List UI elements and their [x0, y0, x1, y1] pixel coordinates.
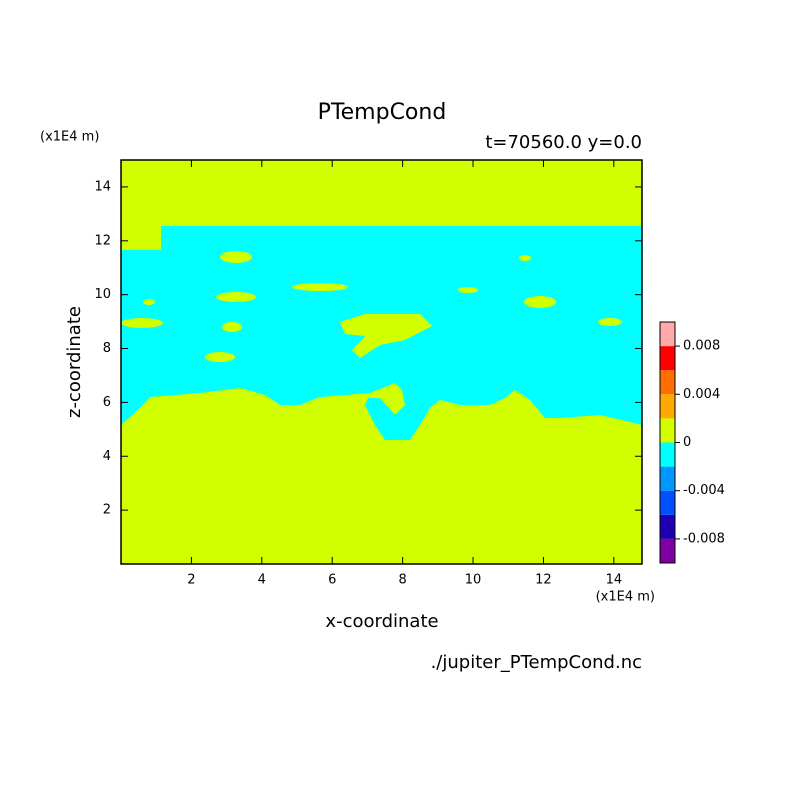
- level-region: [160, 215, 642, 221]
- contour-field: [121, 160, 642, 564]
- level-region: [121, 318, 163, 328]
- level-region: [143, 299, 155, 305]
- source-label: ./jupiter_PTempCond.nc: [431, 652, 642, 673]
- x-tick-label: 2: [187, 573, 195, 588]
- level-region: [205, 352, 235, 362]
- subtitle: t=70560.0 y=0.0: [485, 132, 642, 153]
- x-tick-label: 4: [258, 573, 266, 588]
- colorbar-band: [660, 490, 675, 515]
- chart-title: PTempCond: [318, 100, 447, 125]
- colorbar-tick-label: -0.008: [683, 531, 725, 546]
- level-region: [121, 224, 161, 250]
- x-tick-label: 12: [535, 573, 552, 588]
- colorbar-band: [660, 346, 675, 371]
- level-region: [292, 283, 348, 291]
- y-tick-label: 2: [103, 503, 111, 518]
- y-axis-label: z-coordinate: [64, 306, 85, 418]
- y-tick-label: 6: [103, 395, 111, 410]
- islands: [121, 215, 642, 362]
- plot-frame: [120, 159, 643, 565]
- x-tick-label: 10: [465, 573, 482, 588]
- y-tick-label: 8: [103, 341, 111, 356]
- y-tick-label: 12: [94, 233, 111, 248]
- level-region: [458, 287, 478, 293]
- y-tick-label: 10: [94, 287, 111, 302]
- y-tick-label: 4: [103, 449, 111, 464]
- colorbar-band: [660, 466, 675, 491]
- level-region: [340, 314, 432, 358]
- x-axis-label: x-coordinate: [325, 611, 438, 632]
- x-tick-label: 14: [606, 573, 623, 588]
- colorbar-band: [660, 538, 675, 563]
- colorbar-band: [660, 370, 675, 395]
- level-region: [519, 255, 531, 261]
- colorbar-tick-label: 0: [683, 435, 691, 450]
- colorbar-band: [660, 394, 675, 419]
- colorbar-band: [660, 322, 675, 347]
- colorbar-tick-label: 0.004: [683, 387, 720, 402]
- colorbar-band: [660, 442, 675, 467]
- colorbar-tick-label: 0.008: [683, 339, 720, 354]
- colorbar-band: [660, 514, 675, 539]
- y-unit: (x1E4 m): [40, 130, 99, 145]
- colorbar-tick-label: -0.004: [683, 483, 725, 498]
- level-region: [216, 292, 256, 302]
- y-tick-label: 14: [94, 179, 111, 194]
- x-tick-label: 6: [328, 573, 336, 588]
- x-unit: (x1E4 m): [596, 590, 655, 605]
- colorbar-band: [660, 418, 675, 443]
- level-region: [220, 251, 252, 263]
- level-region: [524, 296, 556, 308]
- level-region: [598, 318, 622, 326]
- level-region: [222, 322, 242, 332]
- colorbar-frame: [659, 321, 676, 564]
- x-tick-label: 8: [398, 573, 406, 588]
